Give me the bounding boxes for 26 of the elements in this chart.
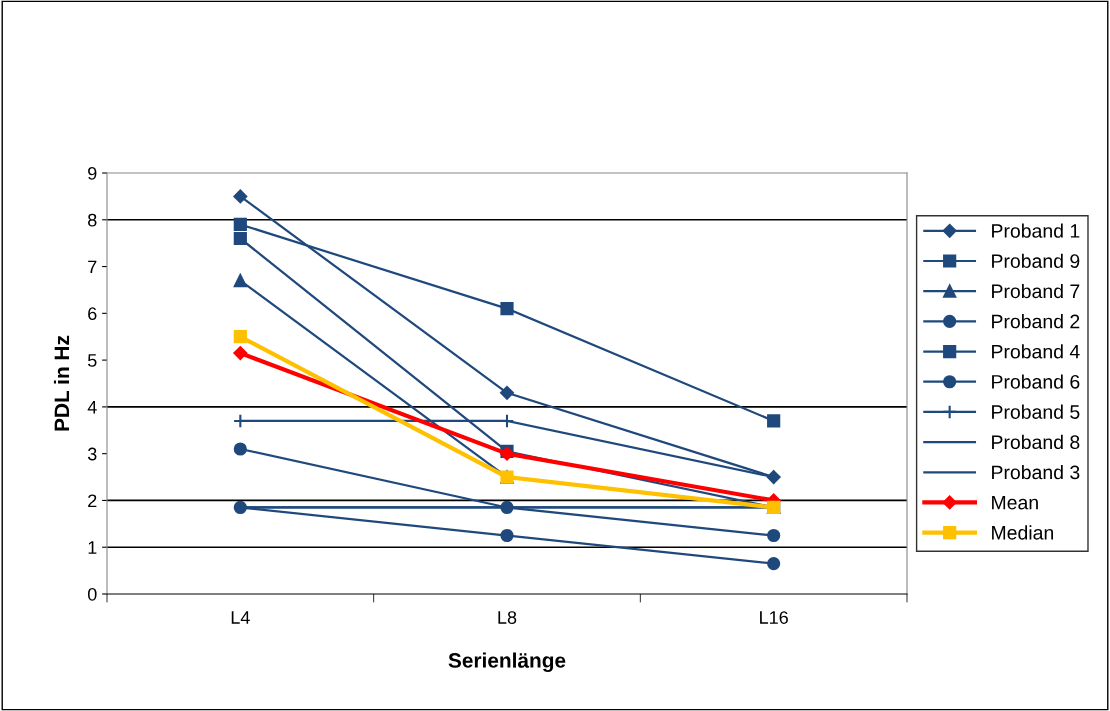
legend-label: Proband 5 [992, 404, 1080, 419]
y-axis-title: PDL in Hz [53, 335, 70, 431]
x-tick-label: L4 [231, 611, 250, 624]
legend-label: Proband 7 [992, 283, 1080, 299]
y-tick-label: 5 [87, 354, 97, 367]
y-tick-label: 1 [88, 541, 97, 554]
legend-label: Proband 1 [992, 223, 1080, 238]
y-tick-label: 3 [87, 447, 97, 461]
y-tick-label: 0 [87, 587, 97, 601]
y-tick-label: 8 [88, 213, 97, 227]
legend-label: Proband 4 [992, 344, 1080, 359]
legend-label: Mean [992, 495, 1038, 510]
x-tick-label: L8 [498, 611, 517, 624]
legend-label: Median [992, 525, 1053, 540]
y-tick-label: 9 [88, 166, 97, 180]
x-tick-label: L16 [760, 611, 788, 624]
x-axis-title: Serienlänge [448, 652, 566, 673]
y-tick-label: 2 [88, 494, 97, 507]
y-tick-label: 4 [87, 401, 97, 414]
legend-label: Proband 6 [992, 374, 1080, 389]
legend-label: Proband 2 [992, 314, 1080, 329]
y-tick-label: 7 [88, 260, 97, 274]
legend-label: Proband 9 [992, 253, 1080, 268]
legend-label: Proband 8 [992, 434, 1080, 450]
legend-label: Proband 3 [992, 464, 1080, 480]
y-tick-label: 6 [88, 307, 97, 321]
